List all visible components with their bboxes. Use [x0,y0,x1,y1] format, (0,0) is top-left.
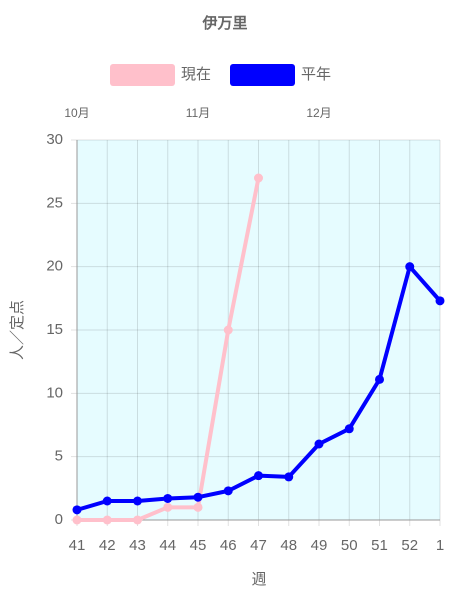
x-tick-label: 51 [371,537,388,554]
x-tick-label: 47 [250,537,267,554]
chart-title: 伊万里 [201,14,247,32]
y-tick-label: 5 [55,448,63,465]
data-point [223,486,233,496]
y-axis-label: 人／定点 [9,300,26,360]
x-tick-label: 41 [69,537,86,554]
y-tick-label: 25 [46,194,63,211]
data-point [163,502,173,512]
y-tick-label: 15 [46,321,63,338]
y-tick-label: 0 [55,511,63,528]
x-tick-label: 44 [159,537,176,554]
y-tick-label: 30 [46,131,63,148]
x-tick-label: 49 [311,537,328,554]
x-tick-label: 42 [99,537,116,554]
data-point [102,496,112,506]
x-tick-label: 1 [436,537,444,554]
data-point [193,492,203,502]
x-tick-label: 45 [190,537,207,554]
x-tick-label: 52 [401,537,418,554]
data-point [163,493,173,503]
legend-label: 現在 [181,66,211,83]
x-tick-label: 43 [129,537,146,554]
data-point [254,471,263,481]
data-point [193,502,203,512]
data-point [133,515,142,525]
data-point [102,515,112,525]
data-point [435,296,445,306]
data-point [314,439,324,449]
legend-swatch [110,64,175,86]
data-point [223,325,233,335]
x-tick-label: 50 [341,537,358,554]
data-point [405,262,415,272]
data-point [344,424,354,434]
top-tick-label: 12月 [306,106,331,120]
data-point [254,173,263,183]
legend-swatch [230,64,295,86]
data-point [72,505,82,515]
plot-background [77,140,440,520]
legend-label: 平年 [301,66,331,83]
data-point [284,472,294,482]
top-tick-label: 11月 [186,106,210,120]
data-point [133,496,142,506]
x-tick-label: 48 [280,537,297,554]
top-tick-label: 10月 [64,106,89,120]
y-tick-label: 20 [46,258,63,275]
x-axis-label: 週 [251,571,266,588]
y-tick-label: 10 [46,384,63,401]
data-point [375,374,384,384]
x-tick-label: 46 [220,537,237,554]
data-point [72,515,82,525]
